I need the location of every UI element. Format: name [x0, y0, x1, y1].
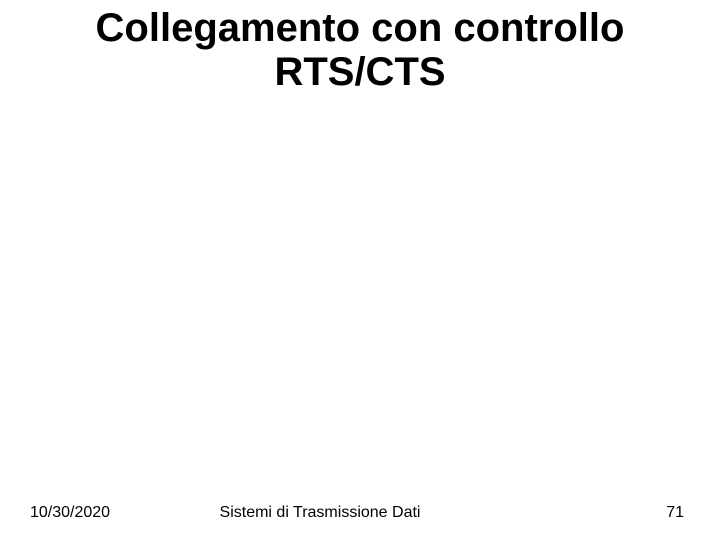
slide-title: Collegamento con controllo RTS/CTS: [0, 6, 720, 94]
footer-center-text: Sistemi di Trasmissione Dati: [220, 504, 421, 522]
footer-page-number: 71: [666, 504, 684, 522]
slide-title-line2: RTS/CTS: [274, 50, 445, 94]
footer-center: Sistemi di Trasmissione Dati: [0, 504, 720, 522]
slide-title-line1: Collegamento con controllo: [96, 6, 625, 50]
slide: Collegamento con controllo RTS/CTS 10/30…: [0, 0, 720, 540]
